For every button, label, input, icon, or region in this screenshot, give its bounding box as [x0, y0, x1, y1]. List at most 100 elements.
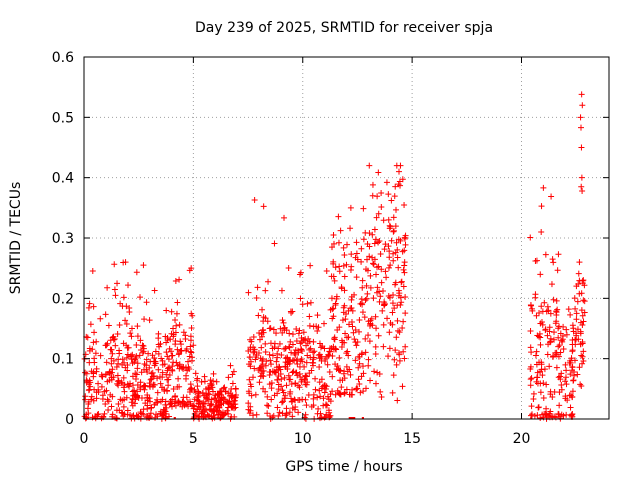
data-point — [109, 350, 116, 357]
data-point — [375, 239, 382, 246]
data-point — [547, 310, 554, 317]
data-point — [252, 356, 259, 363]
data-point — [183, 394, 190, 401]
data-point — [555, 353, 562, 360]
data-point — [140, 262, 147, 269]
data-point — [278, 376, 285, 383]
data-point — [97, 315, 104, 322]
data-point — [555, 334, 562, 341]
data-point — [390, 227, 397, 234]
data-point — [311, 348, 318, 355]
data-point — [383, 274, 390, 281]
data-point — [199, 410, 206, 417]
data-point — [378, 279, 385, 286]
data-point — [263, 358, 270, 365]
data-point — [136, 352, 143, 359]
data-point — [282, 363, 289, 370]
data-point — [330, 240, 337, 247]
data-point — [402, 343, 409, 350]
data-point — [380, 217, 387, 224]
data-point — [259, 372, 266, 379]
data-point — [176, 399, 183, 406]
data-point — [374, 284, 381, 291]
data-point — [341, 302, 348, 309]
data-point — [119, 410, 126, 417]
data-point — [574, 326, 581, 333]
data-point — [398, 299, 405, 306]
data-point — [373, 271, 380, 278]
data-point — [366, 338, 373, 345]
data-point — [331, 334, 338, 341]
data-point — [549, 256, 556, 263]
data-point — [173, 322, 180, 329]
data-point — [541, 366, 548, 373]
data-point — [356, 317, 363, 324]
data-point — [299, 396, 306, 403]
data-point — [201, 400, 208, 407]
data-point — [128, 325, 135, 332]
data-point — [579, 360, 586, 367]
data-point — [312, 375, 319, 382]
data-point — [577, 341, 584, 348]
data-point — [289, 413, 296, 420]
data-point — [280, 319, 287, 326]
data-point — [278, 352, 285, 359]
data-point — [303, 402, 310, 409]
data-point — [310, 395, 317, 402]
data-point — [527, 382, 534, 389]
data-point — [176, 350, 183, 357]
data-point — [279, 329, 286, 336]
data-point — [124, 362, 131, 369]
data-point — [170, 386, 177, 393]
data-point — [157, 380, 164, 387]
data-point — [327, 398, 334, 405]
data-point — [549, 393, 556, 400]
data-point — [104, 396, 111, 403]
data-point — [305, 335, 312, 342]
data-point — [363, 385, 370, 392]
data-point — [134, 323, 141, 330]
data-point — [539, 372, 546, 379]
data-point — [141, 366, 148, 373]
data-point — [147, 410, 154, 417]
data-point — [392, 279, 399, 286]
data-point — [186, 353, 193, 360]
data-point — [367, 284, 374, 291]
data-point — [548, 193, 555, 200]
data-point — [173, 310, 180, 317]
data-point — [580, 318, 587, 325]
data-point — [555, 343, 562, 350]
data-point — [137, 346, 144, 353]
data-point — [212, 395, 219, 402]
data-point — [155, 366, 162, 373]
data-point — [287, 388, 294, 395]
data-point — [229, 403, 236, 410]
data-point — [90, 370, 97, 377]
data-point — [128, 399, 135, 406]
data-point — [349, 323, 356, 330]
data-point — [346, 366, 353, 373]
data-point — [107, 391, 114, 398]
data-point — [128, 352, 135, 359]
data-point — [285, 264, 292, 271]
data-point — [537, 271, 544, 278]
data-point — [258, 344, 265, 351]
data-point — [303, 381, 310, 388]
data-point — [113, 363, 120, 370]
data-point — [296, 327, 303, 334]
data-point — [260, 385, 267, 392]
data-point — [348, 319, 355, 326]
data-point — [274, 390, 281, 397]
y-tick-label: 0.5 — [52, 110, 74, 126]
data-point — [578, 174, 585, 181]
data-point — [330, 343, 337, 350]
data-point — [133, 353, 140, 360]
data-point — [400, 348, 407, 355]
data-point — [559, 336, 566, 343]
data-point — [364, 256, 371, 263]
data-point — [360, 236, 367, 243]
data-point — [257, 373, 264, 380]
data-point — [395, 327, 402, 334]
data-point — [137, 337, 144, 344]
data-point — [557, 373, 564, 380]
